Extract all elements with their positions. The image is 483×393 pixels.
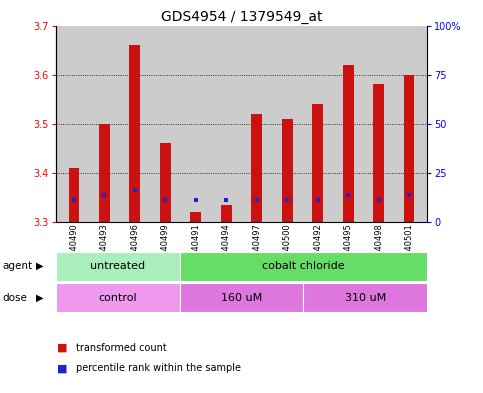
Bar <box>56 283 180 312</box>
Bar <box>343 65 354 222</box>
Text: dose: dose <box>2 293 28 303</box>
Bar <box>180 283 303 312</box>
Text: GDS4954 / 1379549_at: GDS4954 / 1379549_at <box>161 10 322 24</box>
Text: agent: agent <box>2 261 32 271</box>
Bar <box>252 114 262 222</box>
Text: ▶: ▶ <box>36 293 44 303</box>
Bar <box>160 143 170 222</box>
Text: ■: ■ <box>57 363 68 373</box>
Bar <box>221 205 231 222</box>
Bar <box>303 283 427 312</box>
Text: transformed count: transformed count <box>76 343 167 353</box>
Text: ■: ■ <box>57 343 68 353</box>
Bar <box>129 45 140 222</box>
Text: untreated: untreated <box>90 261 145 271</box>
Bar <box>99 124 110 222</box>
Text: cobalt chloride: cobalt chloride <box>262 261 345 271</box>
Bar <box>190 212 201 222</box>
Bar <box>56 252 180 281</box>
Bar <box>282 119 293 222</box>
Text: 160 uM: 160 uM <box>221 293 262 303</box>
Bar <box>313 104 323 222</box>
Text: percentile rank within the sample: percentile rank within the sample <box>76 363 242 373</box>
Text: ▶: ▶ <box>36 261 44 271</box>
Bar <box>404 75 414 222</box>
Text: control: control <box>98 293 137 303</box>
Bar <box>180 252 427 281</box>
Bar <box>373 84 384 222</box>
Text: 310 uM: 310 uM <box>345 293 386 303</box>
Bar <box>69 168 79 222</box>
